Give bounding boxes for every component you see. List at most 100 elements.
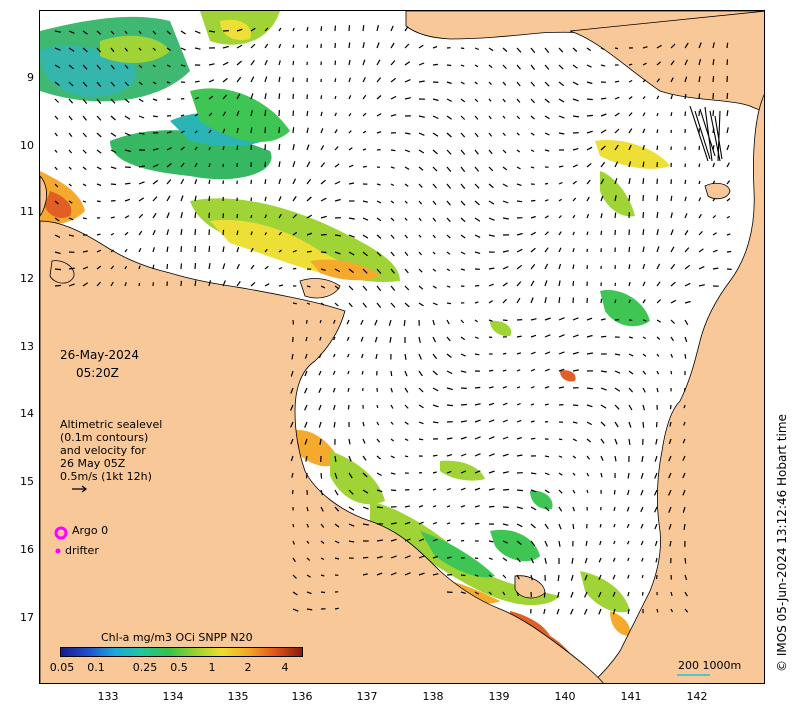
- velocity-arrow: [614, 212, 617, 219]
- velocity-arrow: [712, 267, 719, 270]
- velocity-arrow: [556, 591, 560, 598]
- velocity-arrow: [502, 540, 508, 544]
- velocity-arrow: [250, 281, 256, 287]
- velocity-arrow: [166, 229, 170, 236]
- velocity-arrow: [586, 421, 592, 426]
- velocity-arrow: [628, 336, 633, 339]
- velocity-arrow: [292, 608, 299, 612]
- velocity-arrow: [320, 128, 324, 134]
- velocity-arrow: [474, 470, 481, 474]
- velocity-arrow: [278, 196, 282, 202]
- velocity-arrow: [54, 234, 61, 238]
- velocity-arrow: [488, 319, 493, 322]
- velocity-arrow: [460, 403, 467, 406]
- velocity-arrow: [698, 163, 701, 168]
- velocity-arrow: [110, 149, 117, 154]
- velocity-arrow: [572, 115, 579, 118]
- velocity-arrow: [598, 557, 602, 563]
- velocity-arrow: [446, 115, 452, 120]
- velocity-arrow: [418, 200, 423, 205]
- velocity-arrow: [599, 523, 602, 528]
- colorbar-tick-label: 1: [208, 661, 216, 674]
- longitude-tick-label: 138: [422, 690, 444, 703]
- credit-text: © IMOS 05-Jun-2024 13:12:46 Hobart time: [775, 414, 789, 672]
- velocity-arrow: [376, 25, 379, 32]
- velocity-arrow: [348, 130, 352, 134]
- velocity-arrow: [306, 127, 309, 134]
- velocity-arrow: [390, 538, 397, 542]
- velocity-arrow: [726, 42, 729, 49]
- velocity-arrow: [124, 81, 130, 87]
- latitude-tick-label: 16: [20, 543, 34, 556]
- velocity-arrow: [376, 285, 382, 292]
- velocity-arrow: [502, 557, 508, 562]
- velocity-arrow: [304, 421, 308, 428]
- colorbar-title: Chl-a mg/m3 OCi SNPP N20: [101, 631, 253, 644]
- velocity-arrow: [306, 302, 311, 305]
- velocity-arrow: [628, 246, 631, 253]
- velocity-arrow: [250, 93, 254, 100]
- map-panel[interactable]: [39, 10, 765, 684]
- velocity-arrow: [180, 64, 186, 67]
- velocity-arrow: [348, 25, 351, 32]
- velocity-arrow: [460, 47, 465, 50]
- velocity-arrow: [544, 149, 550, 152]
- velocity-arrow: [68, 200, 73, 204]
- velocity-arrow: [586, 81, 593, 85]
- velocity-arrow: [432, 370, 438, 376]
- velocity-arrow: [152, 81, 157, 85]
- velocity-arrow: [558, 263, 562, 270]
- velocity-arrow: [304, 370, 308, 377]
- velocity-arrow: [684, 247, 690, 253]
- velocity-arrow: [614, 112, 620, 117]
- velocity-arrow: [222, 263, 226, 270]
- velocity-arrow: [292, 213, 298, 219]
- velocity-arrow: [474, 251, 481, 254]
- velocity-arrow: [600, 178, 605, 185]
- velocity-arrow: [333, 336, 336, 341]
- velocity-arrow: [726, 110, 729, 117]
- velocity-arrow: [292, 267, 297, 270]
- velocity-arrow: [642, 404, 646, 411]
- velocity-arrow: [502, 47, 508, 53]
- velocity-arrow: [446, 285, 451, 288]
- velocity-arrow: [290, 404, 294, 411]
- velocity-arrow: [432, 471, 437, 474]
- longitude-tick-label: 136: [291, 690, 313, 703]
- velocity-arrow: [334, 285, 340, 290]
- velocity-arrow: [446, 268, 451, 272]
- velocity-arrow: [488, 453, 495, 457]
- velocity-arrow: [656, 61, 661, 66]
- velocity-arrow: [502, 149, 507, 154]
- velocity-arrow: [333, 404, 336, 411]
- velocity-arrow: [614, 404, 620, 410]
- velocity-arrow: [110, 132, 117, 137]
- velocity-arrow: [180, 47, 186, 51]
- velocity-arrow: [404, 183, 409, 187]
- velocity-arrow: [96, 233, 101, 236]
- velocity-arrow: [446, 183, 452, 189]
- velocity-arrow: [460, 420, 468, 423]
- velocity-arrow: [432, 521, 438, 525]
- velocity-arrow: [614, 282, 617, 287]
- velocity-arrow: [460, 115, 466, 120]
- velocity-arrow: [460, 64, 465, 67]
- velocity-arrow: [670, 353, 674, 358]
- velocity-arrow: [264, 27, 269, 32]
- velocity-arrow: [558, 317, 565, 321]
- strong-current-streaks: [689, 105, 723, 162]
- velocity-arrow: [571, 557, 574, 564]
- velocity-arrow: [152, 148, 159, 151]
- velocity-arrow: [474, 403, 481, 406]
- velocity-arrow: [374, 336, 378, 343]
- velocity-arrow: [670, 94, 673, 100]
- velocity-arrow: [572, 64, 578, 69]
- velocity-arrow: [586, 146, 593, 151]
- velocity-arrow: [600, 64, 606, 67]
- velocity-arrow: [180, 130, 185, 134]
- velocity-arrow: [600, 455, 604, 461]
- velocity-arrow: [124, 30, 128, 34]
- velocity-arrow: [642, 46, 648, 49]
- velocity-arrow: [432, 538, 438, 542]
- velocity-arrow: [684, 264, 691, 270]
